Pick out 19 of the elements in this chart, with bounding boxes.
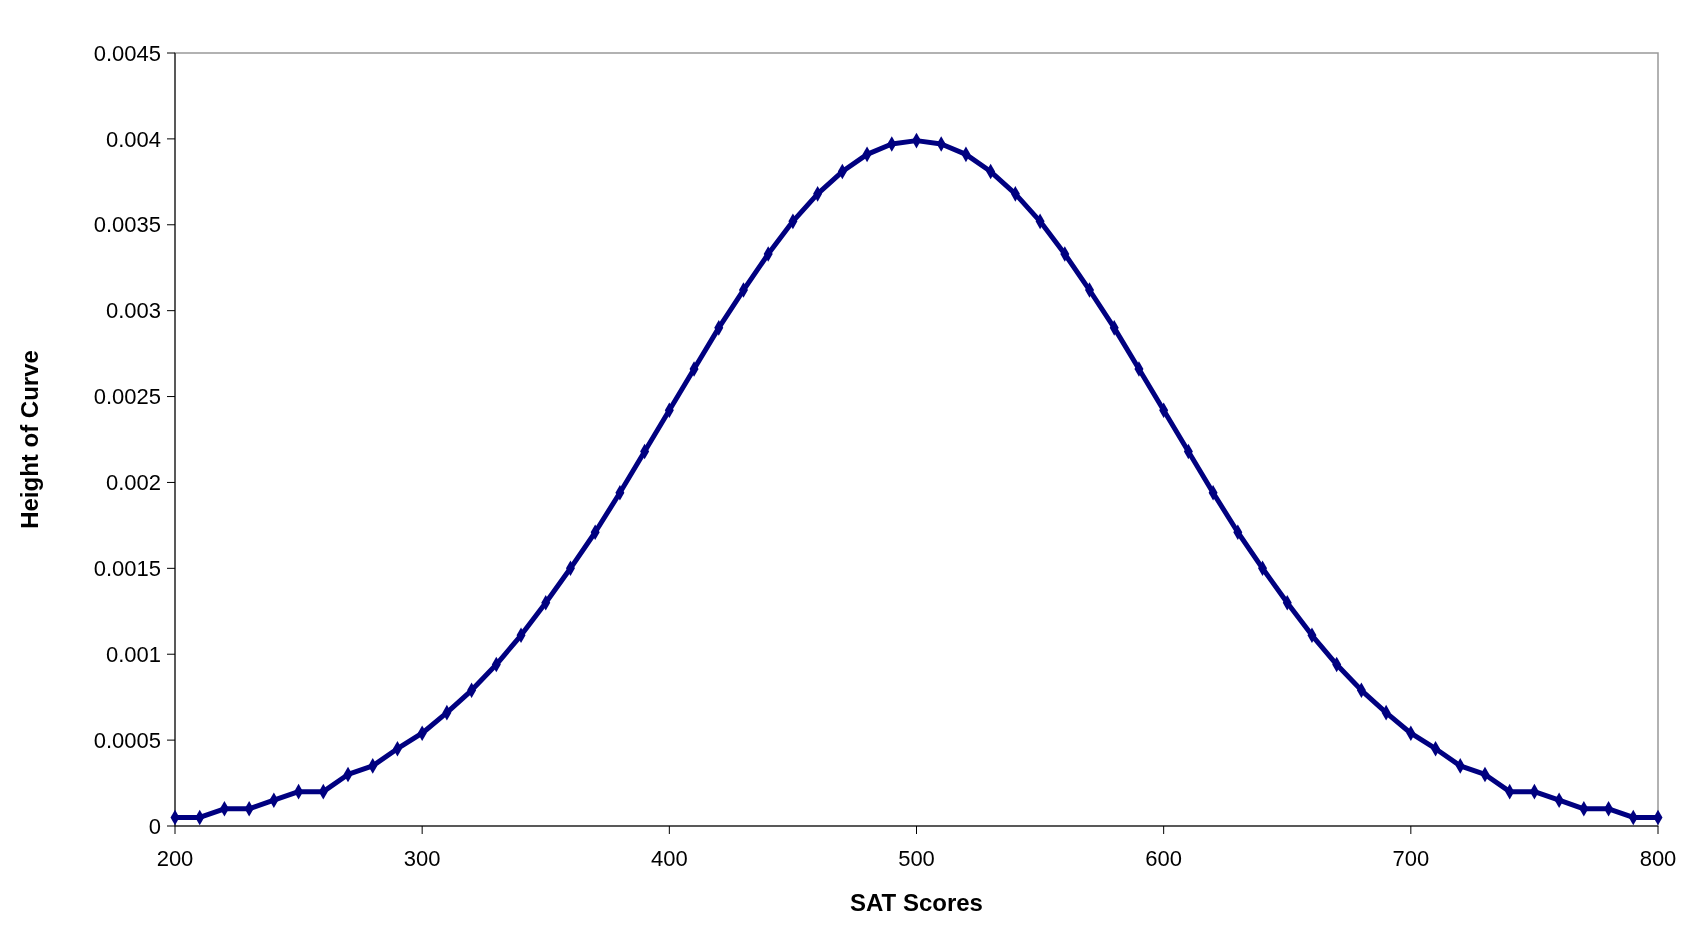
x-tick-label: 400 bbox=[650, 846, 688, 871]
y-tick-label: 0.002 bbox=[105, 470, 161, 496]
x-tick-label: 200 bbox=[156, 846, 194, 871]
x-axis-title: SAT Scores bbox=[850, 889, 983, 916]
y-tick-label: 0.0025 bbox=[93, 384, 161, 410]
y-tick-label: 0.0035 bbox=[93, 212, 161, 238]
y-tick-label: 0.0015 bbox=[93, 556, 161, 582]
y-tick-label: 0.0045 bbox=[93, 40, 161, 66]
y-tick-label: 0.001 bbox=[105, 641, 161, 667]
y-tick-label: 0.0005 bbox=[93, 727, 161, 753]
x-tick-label: 600 bbox=[1145, 846, 1183, 871]
y-tick-label: 0 bbox=[148, 813, 161, 839]
x-tick-label: 800 bbox=[1639, 846, 1677, 871]
x-tick-label: 300 bbox=[403, 846, 441, 871]
x-tick-label: 500 bbox=[898, 846, 935, 871]
y-axis-title: Height of Curve bbox=[16, 350, 43, 529]
y-tick-label: 0.004 bbox=[105, 126, 161, 152]
y-tick-label: 0.003 bbox=[105, 298, 161, 324]
x-tick-label: 700 bbox=[1392, 846, 1430, 871]
